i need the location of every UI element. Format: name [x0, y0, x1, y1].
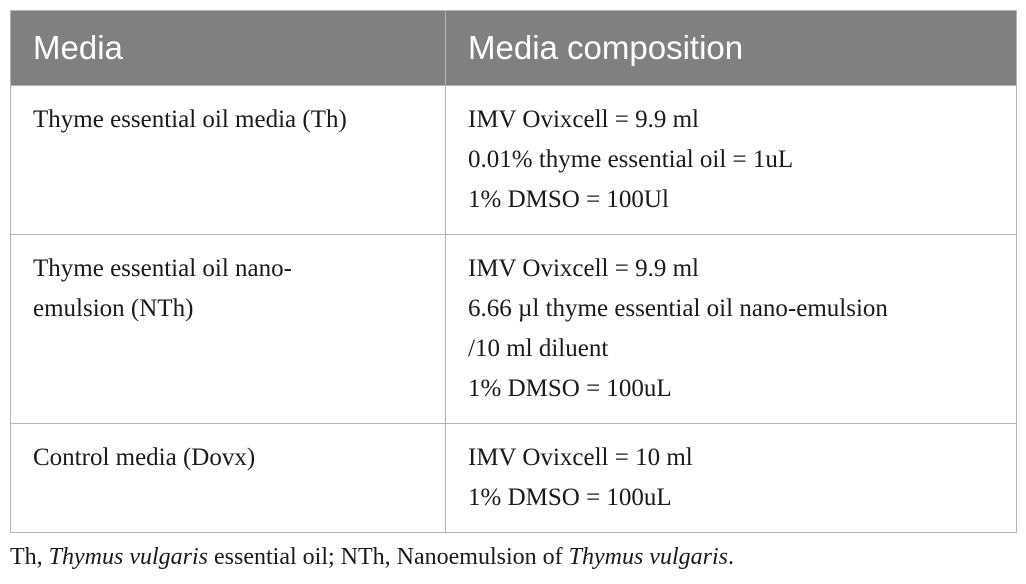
composition-cell: IMV Ovixcell = 9.9 ml 6.66 µl thyme esse…	[445, 234, 1017, 424]
media-name: Thyme essential oil media (Th)	[33, 106, 347, 133]
caption-text: Th,	[10, 544, 49, 570]
caption-text: .	[727, 544, 734, 570]
media-name-line: Thyme essential oil nano-	[33, 255, 292, 282]
media-name: Control media (Dovx)	[33, 444, 256, 471]
table-caption: Th, Thymus vulgaris essential oil; NTh, …	[10, 540, 734, 574]
composition-cell: IMV Ovixcell = 10 ml 1% DMSO = 100uL	[445, 423, 1017, 533]
composition-line: 1% DMSO = 100uL	[468, 484, 672, 511]
header-media: Media	[10, 10, 446, 86]
caption-text: essential oil; NTh, Nanoemulsion of	[208, 544, 569, 570]
caption-species-name: Thymus vulgaris	[568, 544, 728, 570]
caption-species-name: Thymus vulgaris	[48, 544, 209, 570]
media-cell: Thyme essential oil nano- emulsion (NTh)	[10, 234, 446, 424]
composition-line: 1% DMSO = 100uL	[468, 375, 672, 402]
media-name-line: emulsion (NTh)	[33, 295, 194, 322]
composition-line: /10 ml diluent	[468, 335, 609, 362]
table-row: Thyme essential oil nano- emulsion (NTh)…	[10, 234, 1017, 424]
composition-cell: IMV Ovixcell = 9.9 ml 0.01% thyme essent…	[445, 85, 1017, 235]
composition-line: IMV Ovixcell = 9.9 ml	[468, 106, 699, 133]
table-header: Media Media composition	[10, 10, 1017, 86]
composition-line: IMV Ovixcell = 9.9 ml	[468, 255, 699, 282]
header-row: Media Media composition	[10, 10, 1017, 86]
composition-line: 6.66 µl thyme essential oil nano-emulsio…	[468, 295, 888, 322]
table-row: Thyme essential oil media (Th) IMV Ovixc…	[10, 85, 1017, 235]
media-cell: Thyme essential oil media (Th)	[10, 85, 446, 235]
composition-line: 0.01% thyme essential oil = 1uL	[468, 146, 794, 173]
media-cell: Control media (Dovx)	[10, 423, 446, 533]
composition-line: 1% DMSO = 100Ul	[468, 186, 669, 213]
media-table: Media Media composition Thyme essential …	[10, 10, 1017, 533]
composition-line: IMV Ovixcell = 10 ml	[468, 444, 693, 471]
header-media-composition: Media composition	[445, 10, 1017, 86]
media-table-container: Media Media composition Thyme essential …	[10, 10, 1017, 533]
table-row: Control media (Dovx) IMV Ovixcell = 10 m…	[10, 423, 1017, 533]
table-body: Thyme essential oil media (Th) IMV Ovixc…	[10, 85, 1017, 533]
